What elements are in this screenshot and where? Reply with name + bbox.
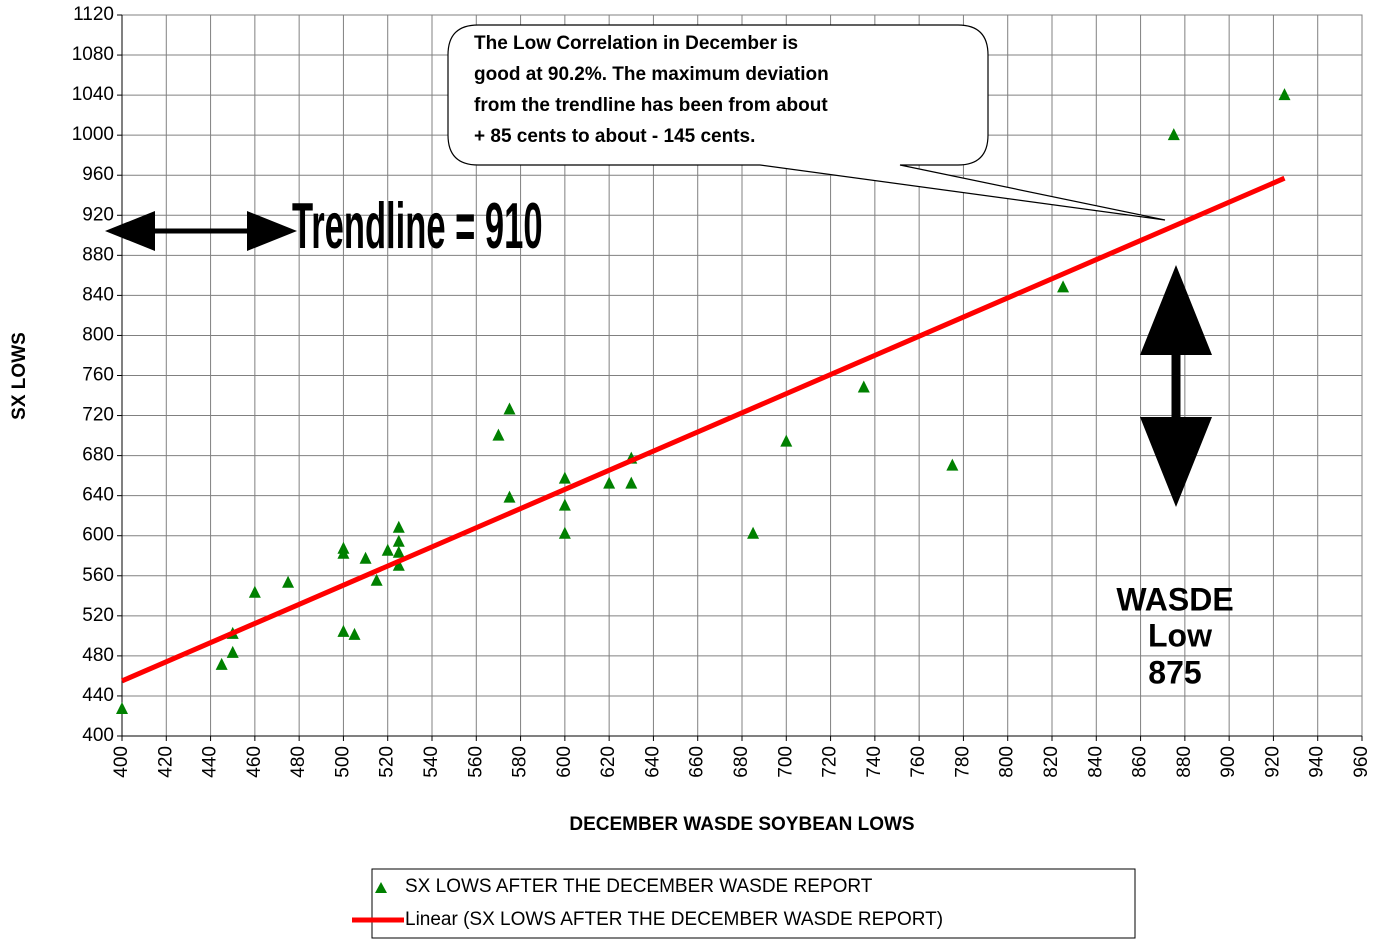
callout-line: + 85 cents to about - 145 cents.: [474, 126, 755, 147]
x-tick-label: 900: [1218, 746, 1239, 778]
point: [625, 476, 638, 489]
legend-label: Linear (SX LOWS AFTER THE DECEMBER WASDE…: [405, 909, 943, 930]
point: [337, 546, 350, 559]
x-tick-label: 500: [332, 746, 353, 778]
point: [348, 627, 361, 640]
y-tick-label: 600: [82, 525, 114, 546]
point: [282, 575, 295, 588]
x-tick-label: 840: [1085, 746, 1106, 778]
point: [558, 471, 571, 484]
point: [381, 543, 394, 556]
trendline-note: Trendline = 910: [292, 191, 543, 263]
x-tick-label: 580: [510, 746, 531, 778]
x-tick-label: 800: [997, 746, 1018, 778]
x-tick-label: 940: [1307, 746, 1328, 778]
point: [492, 428, 505, 441]
callout-line: The Low Correlation in December is: [474, 33, 798, 54]
callout-box: [447, 24, 1166, 221]
x-tick-label: 820: [1041, 746, 1062, 778]
y-axis-label: SX LOWS: [9, 332, 30, 420]
x-tick-label: 480: [288, 746, 309, 778]
marks: [116, 88, 1291, 714]
y-tick-label: 800: [82, 324, 114, 345]
point: [1057, 280, 1070, 293]
x-tick-label: 660: [687, 746, 708, 778]
y-tick-label: 520: [82, 605, 114, 626]
x-tick-label: 720: [820, 746, 841, 778]
x-tick-label: 740: [864, 746, 885, 778]
point: [116, 701, 128, 714]
x-tick-label: 560: [465, 746, 486, 778]
x-tick-label: 520: [377, 746, 398, 778]
callout-line: good at 90.2%. The maximum deviation: [474, 64, 829, 85]
point: [857, 380, 870, 393]
y-tick-label: 880: [82, 244, 114, 265]
y-tick-label: 840: [82, 284, 114, 305]
x-tick-label: 960: [1351, 746, 1372, 778]
point: [780, 434, 793, 447]
point: [503, 402, 516, 415]
point: [215, 657, 228, 670]
point: [226, 645, 239, 658]
x-tick-label: 620: [598, 746, 619, 778]
point: [337, 624, 350, 637]
y-tick-label: 1120: [73, 4, 114, 25]
legend-label: SX LOWS AFTER THE DECEMBER WASDE REPORT: [405, 876, 873, 897]
trendline: [121, 175, 1286, 684]
point: [747, 526, 760, 539]
x-tick-label: 640: [642, 746, 663, 778]
x-axis-label: DECEMBER WASDE SOYBEAN LOWS: [569, 814, 914, 835]
point: [248, 585, 261, 598]
point: [359, 551, 372, 564]
wasde-note: WASDE: [1116, 581, 1233, 617]
y-tick-label: 640: [82, 485, 114, 506]
point: [392, 534, 405, 547]
y-tick-label: 480: [82, 645, 114, 666]
x-tick-label: 420: [155, 746, 176, 778]
x-tick-label: 540: [421, 746, 442, 778]
point: [1167, 128, 1180, 141]
wasde-note: Low: [1148, 617, 1212, 653]
callout-line: from the trendline has been from about: [474, 95, 828, 116]
y-tick-label: 920: [82, 204, 114, 225]
x-tick-label: 600: [554, 746, 575, 778]
x-tick-label: 920: [1262, 746, 1283, 778]
y-tick-label: 1040: [72, 84, 114, 105]
y-tick-label: 400: [82, 725, 114, 746]
y-tick-label: 1080: [72, 44, 114, 65]
y-tick-label: 440: [82, 685, 114, 706]
y-tick-label: 760: [82, 365, 114, 386]
point: [392, 558, 405, 571]
y-tick-label: 1000: [72, 124, 114, 145]
point: [503, 490, 516, 503]
point: [558, 498, 571, 511]
y-tick-label: 680: [82, 445, 114, 466]
y-tick-label: 720: [82, 405, 114, 426]
x-tick-label: 680: [731, 746, 752, 778]
x-tick-label: 780: [952, 746, 973, 778]
y-tick-label: 960: [82, 164, 114, 185]
point: [370, 573, 383, 586]
x-tick-label: 460: [244, 746, 265, 778]
legend: [371, 868, 1136, 939]
y-tick-label: 560: [82, 565, 114, 586]
wasde-note: 875: [1148, 654, 1201, 690]
x-tick-label: 440: [200, 746, 221, 778]
point: [558, 526, 571, 539]
x-tick-label: 880: [1174, 746, 1195, 778]
legend-symbol: [375, 882, 387, 893]
point: [392, 520, 405, 533]
x-tick-label: 760: [908, 746, 929, 778]
point: [603, 476, 616, 489]
point: [1278, 88, 1291, 101]
x-tick-label: 400: [111, 746, 132, 778]
x-tick-label: 860: [1130, 746, 1151, 778]
point: [392, 545, 405, 558]
point: [946, 458, 959, 471]
x-tick-label: 700: [775, 746, 796, 778]
